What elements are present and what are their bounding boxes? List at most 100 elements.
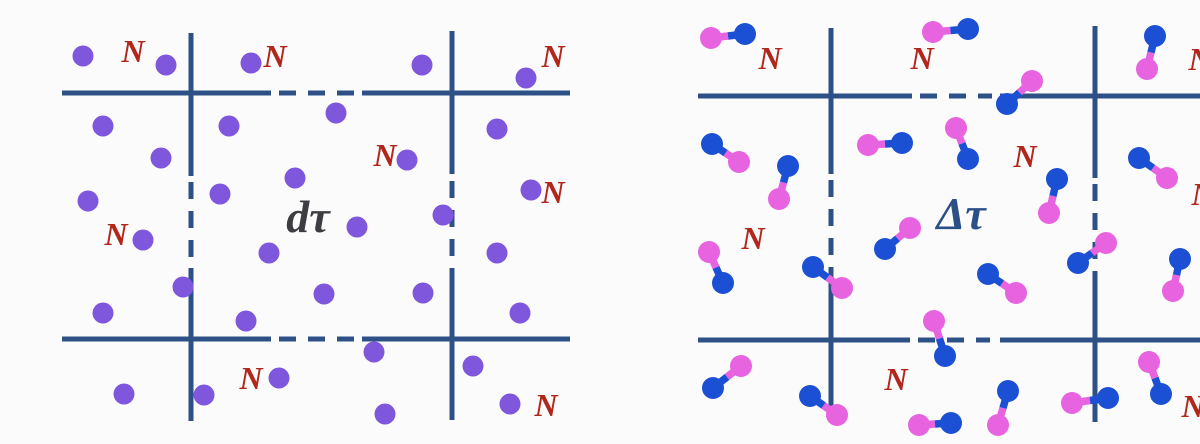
n-count-label: N [372,137,398,173]
particle-dot [411,54,433,76]
atom-blue [997,380,1019,402]
dimer-particle [874,217,921,260]
atom-blue [934,345,956,367]
particle-dot [72,45,94,67]
panel-right: N N N N N N N N Δτ [698,18,1200,436]
dimer-particle [908,412,962,436]
atom-blue [977,263,999,285]
particle-dot [258,242,280,264]
atom-pink [728,151,750,173]
particle-dot [92,115,114,137]
atom-blue [1150,383,1172,405]
n-count-label: N [1187,41,1200,77]
atom-pink [1021,70,1043,92]
atom-pink [826,404,848,426]
n-count-label: N [740,220,766,256]
panel-left: N N N N N N N Ndτ [62,31,570,425]
dimer-particle [802,256,853,299]
atom-pink [1005,282,1027,304]
dimer-particle [987,380,1019,436]
atom-pink [945,117,967,139]
particle-dot [193,384,215,406]
particle-dot [499,393,521,415]
particle-dot [172,276,194,298]
particle-dot [363,341,385,363]
atom-blue [702,377,724,399]
dimer-particle [945,117,979,170]
dimer-particle [923,310,956,367]
dimer-particle [1067,232,1117,274]
n-count-label: N [1180,388,1200,424]
dimer-particle [996,70,1043,115]
particle-dot [77,190,99,212]
particle-dot [132,229,154,251]
particle-dot [346,216,368,238]
n-count-label: N [1012,138,1038,174]
timestep-label-right: Δτ [934,188,987,239]
particle-dot [509,302,531,324]
atom-blue [1169,248,1191,270]
particle-dot [155,54,177,76]
dimer-particle [922,18,979,43]
atom-blue [996,93,1018,115]
diagram-canvas: N N N N N N N Ndτ N N N N N N N N Δτ [62,18,1200,436]
dimer-particle [702,355,752,399]
atom-pink [1162,280,1184,302]
particle-dot [412,282,434,304]
atom-pink [700,27,722,49]
atom-blue [940,412,962,434]
dimer-particle [799,385,848,426]
particle-dot [313,283,335,305]
particle-dot [218,115,240,137]
atom-pink [923,310,945,332]
particle-dot [520,179,542,201]
atom-blue [734,23,756,45]
atom-pink [730,355,752,377]
atom-pink [857,134,879,156]
dimer-particle [700,23,756,49]
atom-pink [1095,232,1117,254]
particle-dot [240,52,262,74]
dimer-particle [1061,387,1119,414]
dimer-particle [1038,168,1068,224]
n-count-label: N [533,387,559,423]
particle-dot [486,242,508,264]
particle-dot [396,149,418,171]
particle-dot [486,118,508,140]
atom-pink [1136,58,1158,80]
dimer-particle [1128,147,1178,189]
n-count-label: N [238,360,264,396]
atom-blue [957,18,979,40]
atom-blue [1046,168,1068,190]
dimer-particle [1162,248,1191,302]
n-count-label: N [883,361,909,397]
particle-dot [150,147,172,169]
dimer-particle [1136,25,1166,80]
particle-dot [325,102,347,124]
dimer-particle [701,133,750,173]
particle-dot [515,67,537,89]
n-count-label: N [909,40,935,76]
atom-pink [1156,167,1178,189]
particle-dot [284,167,306,189]
atom-pink [1061,392,1083,414]
atom-blue [799,385,821,407]
particle-dot [113,383,135,405]
atom-blue [712,272,734,294]
particle-dot [92,302,114,324]
atom-pink [922,21,944,43]
atom-blue [957,148,979,170]
dimer-particle [768,155,799,210]
atom-blue [1067,252,1089,274]
atom-blue [1144,25,1166,47]
dimer-particle [857,132,913,156]
n-count-label: N [540,174,566,210]
particle-dot [462,355,484,377]
n-count-label: N [120,33,146,69]
atom-pink [1138,351,1160,373]
atom-blue [802,256,824,278]
n-count-label: N [757,40,783,76]
n-count-label: N [262,38,288,74]
particle-dot [209,183,231,205]
atom-pink [908,414,930,436]
